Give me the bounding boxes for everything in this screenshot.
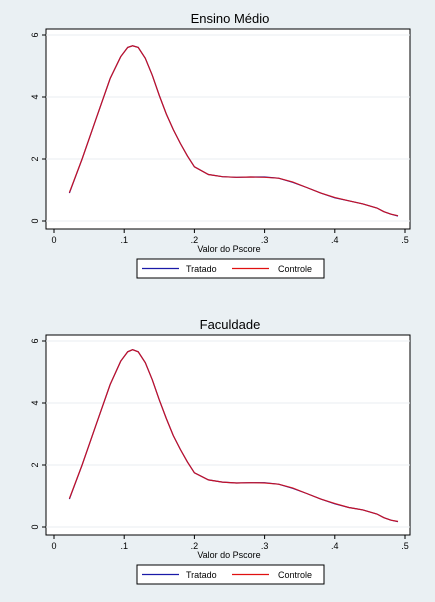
y-tick-label: 2 bbox=[30, 156, 40, 161]
legend bbox=[136, 258, 325, 279]
legend-label-tratado: Tratado bbox=[186, 264, 217, 274]
legend bbox=[136, 564, 325, 585]
legend-label-controle: Controle bbox=[278, 570, 312, 580]
y-tick-label: 0 bbox=[30, 524, 40, 529]
chart-title: Faculdade bbox=[200, 317, 261, 332]
y-tick-label: 4 bbox=[30, 94, 40, 99]
x-tick-label: .5 bbox=[401, 235, 409, 245]
x-tick-label: 0 bbox=[51, 235, 56, 245]
x-tick-label: .2 bbox=[191, 541, 199, 551]
y-tick-label: 2 bbox=[30, 462, 40, 467]
x-tick-label: .4 bbox=[331, 235, 339, 245]
x-axis-label: Valor do Pscore bbox=[197, 244, 260, 254]
x-tick-label: .1 bbox=[120, 235, 128, 245]
y-tick-label: 0 bbox=[30, 218, 40, 223]
series-line-controle bbox=[68, 349, 399, 522]
x-tick-label: .3 bbox=[261, 541, 269, 551]
x-tick-label: .5 bbox=[401, 541, 409, 551]
x-tick-label: .1 bbox=[120, 541, 128, 551]
legend-label-tratado: Tratado bbox=[186, 570, 217, 580]
x-tick-label: 0 bbox=[51, 541, 56, 551]
chart-panel-ensino-medio: Ensino Médio 0 2 4 6 0 .1 .2 .3 .4 .5 Valor do Psco… bbox=[0, 0, 435, 292]
plot-area bbox=[45, 28, 411, 230]
y-tick-label: 6 bbox=[30, 32, 40, 37]
x-tick-label: .3 bbox=[261, 235, 269, 245]
y-tick-label: 4 bbox=[30, 400, 40, 405]
legend-label-controle: Controle bbox=[278, 264, 312, 274]
plot-area bbox=[45, 334, 411, 536]
x-tick-label: .2 bbox=[191, 235, 199, 245]
chart-title: Ensino Médio bbox=[191, 11, 270, 26]
x-axis-label: Valor do Pscore bbox=[197, 550, 260, 560]
chart-faculdade: Faculdade 0 2 4 6 0 .1 .2 .3 .4 .5 Valor do Pscore T… bbox=[30, 317, 411, 585]
x-tick-label: .4 bbox=[331, 541, 339, 551]
chart-panel-faculdade: Faculdade 0 2 4 6 0 .1 .2 .3 .4 .5 Valor do Pscore T… bbox=[0, 306, 435, 597]
y-tick-label: 6 bbox=[30, 338, 40, 343]
series-line-controle bbox=[68, 45, 399, 217]
chart-ensino-medio: Ensino Médio 0 2 4 6 0 .1 .2 .3 .4 .5 Valor do Psco… bbox=[30, 11, 411, 279]
